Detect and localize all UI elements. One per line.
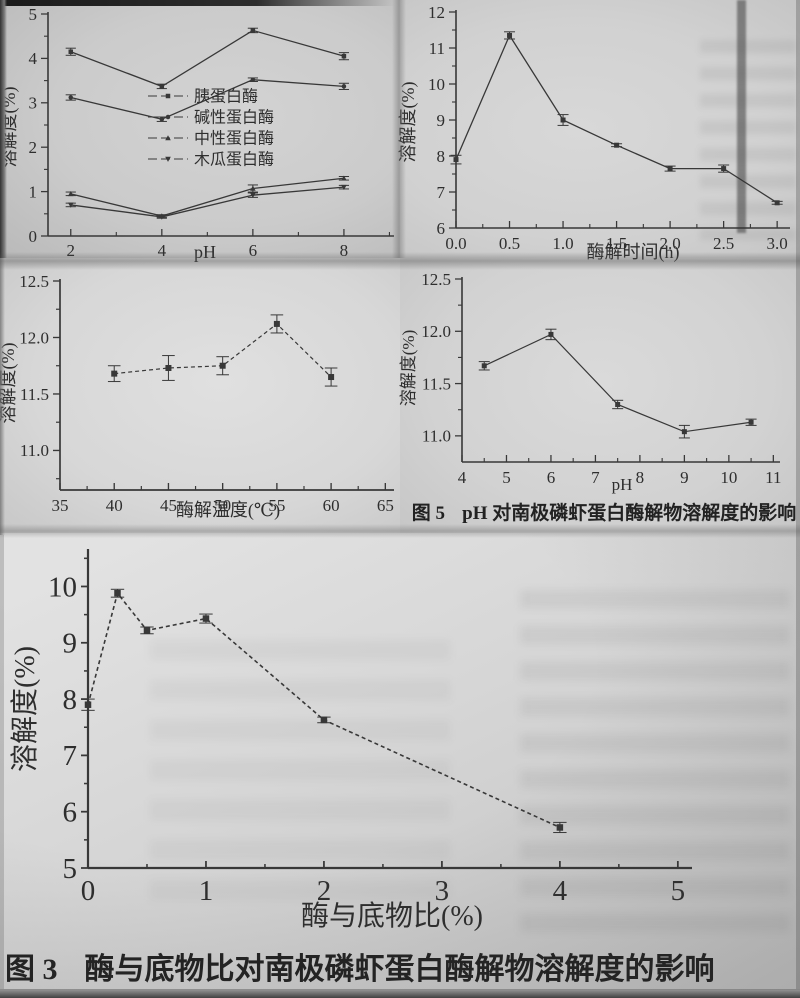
- svg-text:40: 40: [106, 496, 123, 515]
- svg-text:8: 8: [63, 684, 78, 716]
- figure3-caption-label: 图 3: [5, 953, 58, 986]
- svg-text:碱性蛋白酶: 碱性蛋白酶: [194, 109, 274, 127]
- svg-text:1: 1: [199, 875, 214, 907]
- svg-text:1: 1: [29, 182, 38, 201]
- svg-text:2: 2: [29, 138, 38, 157]
- svg-text:10: 10: [428, 75, 445, 94]
- svg-text:10: 10: [48, 571, 77, 603]
- svg-text:0: 0: [81, 875, 96, 907]
- svg-text:6: 6: [249, 241, 258, 260]
- svg-text:2.0: 2.0: [659, 234, 680, 253]
- svg-text:9: 9: [63, 628, 78, 660]
- svg-text:9: 9: [437, 111, 446, 130]
- svg-text:11.5: 11.5: [422, 374, 451, 393]
- figure5-caption: 图 5 pH 对南极磷虾蛋白酶解物溶解度的影响: [408, 498, 800, 525]
- svg-text:溶解度(%): 溶解度(%): [0, 343, 19, 424]
- svg-text:5: 5: [63, 853, 78, 885]
- svg-text:8: 8: [340, 241, 349, 260]
- panel-bg-mid-right: [400, 258, 800, 533]
- svg-text:8: 8: [437, 147, 446, 166]
- svg-text:2.5: 2.5: [713, 234, 734, 253]
- svg-text:1.0: 1.0: [552, 234, 573, 253]
- svg-text:溶解度(%): 溶解度(%): [0, 87, 20, 168]
- figure3-caption: 图 3 酶与底物比对南极磷虾蛋白酶解物溶解度的影响: [5, 944, 715, 988]
- svg-text:11: 11: [429, 39, 445, 58]
- svg-text:60: 60: [323, 496, 340, 515]
- svg-text:11.0: 11.0: [20, 441, 49, 460]
- svg-text:木瓜蛋白酶: 木瓜蛋白酶: [194, 151, 274, 169]
- svg-text:12.5: 12.5: [19, 272, 49, 291]
- svg-text:11.5: 11.5: [20, 385, 49, 404]
- svg-text:6: 6: [63, 797, 78, 829]
- svg-text:5: 5: [29, 5, 38, 24]
- panel-bg-bottom: [0, 533, 800, 990]
- svg-text:7: 7: [437, 183, 446, 202]
- figure5-caption-label: 图 5: [411, 503, 446, 524]
- svg-text:11.0: 11.0: [422, 427, 451, 446]
- svg-text:35: 35: [52, 496, 69, 515]
- svg-text:0.0: 0.0: [445, 234, 466, 253]
- svg-text:6: 6: [437, 219, 446, 238]
- svg-text:7: 7: [591, 468, 600, 487]
- svg-text:胰蛋白酶: 胰蛋白酶: [194, 88, 258, 106]
- svg-text:3: 3: [29, 94, 38, 113]
- svg-text:0.5: 0.5: [499, 234, 520, 253]
- svg-text:11: 11: [765, 468, 781, 487]
- panel-bg-top-left: [0, 0, 400, 258]
- svg-text:溶解度(%): 溶解度(%): [9, 646, 41, 772]
- figure3-caption-text: 酶与底物比对南极磷虾蛋白酶解物溶解度的影响: [84, 953, 715, 986]
- svg-text:4: 4: [29, 49, 38, 68]
- svg-text:溶解度(%): 溶解度(%): [399, 330, 418, 406]
- svg-text:4: 4: [158, 241, 167, 260]
- svg-text:5: 5: [671, 875, 686, 907]
- svg-text:0: 0: [29, 227, 38, 246]
- scan-bottom-edge-shadow: [0, 989, 800, 998]
- figure5-caption-text: pH 对南极磷虾蛋白酶解物溶解度的影响: [462, 503, 797, 524]
- svg-text:酶解温度(℃): 酶解温度(℃): [176, 500, 280, 521]
- svg-text:4: 4: [458, 468, 467, 487]
- svg-text:2: 2: [317, 875, 332, 907]
- svg-text:4: 4: [553, 875, 568, 907]
- svg-text:酶与底物比(%): 酶与底物比(%): [301, 900, 483, 932]
- chart-solubility-vs-ph-hydrolysate: 11.0 11.5 12.0 12.5 4 5 6 7 8 9 10 11 溶解度(%) pH: [399, 270, 782, 494]
- svg-text:3: 3: [435, 875, 450, 907]
- svg-text:12.5: 12.5: [421, 270, 451, 289]
- svg-text:12.0: 12.0: [19, 328, 49, 347]
- svg-text:7: 7: [63, 740, 78, 772]
- chart-solubility-vs-enzyme-substrate-ratio: 5 6 7 8 9 10 0 1 2 3 4 5 溶解度(%) 酶与底物比(%): [9, 549, 692, 932]
- svg-text:55: 55: [268, 496, 285, 515]
- panel-bg-top-right: [400, 0, 800, 258]
- svg-text:pH: pH: [612, 475, 633, 494]
- svg-text:65: 65: [377, 496, 394, 515]
- svg-text:6: 6: [547, 468, 556, 487]
- svg-text:pH: pH: [194, 242, 216, 262]
- svg-text:酶解时间(h): 酶解时间(h): [587, 242, 680, 263]
- svg-text:溶解度(%): 溶解度(%): [398, 82, 419, 163]
- svg-text:10: 10: [720, 468, 737, 487]
- svg-text:中性蛋白酶: 中性蛋白酶: [194, 130, 274, 148]
- svg-text:5: 5: [502, 468, 511, 487]
- svg-text:1.5: 1.5: [606, 234, 627, 253]
- svg-text:50: 50: [214, 496, 231, 515]
- svg-text:2: 2: [67, 241, 76, 260]
- svg-text:9: 9: [680, 468, 689, 487]
- svg-text:12: 12: [428, 3, 445, 22]
- svg-text:45: 45: [160, 496, 177, 515]
- svg-text:3.0: 3.0: [767, 234, 788, 253]
- chart-solubility-vs-temperature: 11.0 11.5 12.0 12.5 35 40 45 50 55 60 65 溶解度(%) 酶解温度…: [0, 272, 394, 521]
- panel-bg-mid-left: [0, 258, 400, 533]
- svg-text:8: 8: [636, 468, 645, 487]
- svg-text:12.0: 12.0: [421, 322, 451, 341]
- chart-solubility-vs-hydrolysis-time: 6 7 8 9 10 11 12 0.0 0.5 1.0 1.5 2.0 2.5 3.0 溶解度(%) 酶解时…: [398, 3, 790, 263]
